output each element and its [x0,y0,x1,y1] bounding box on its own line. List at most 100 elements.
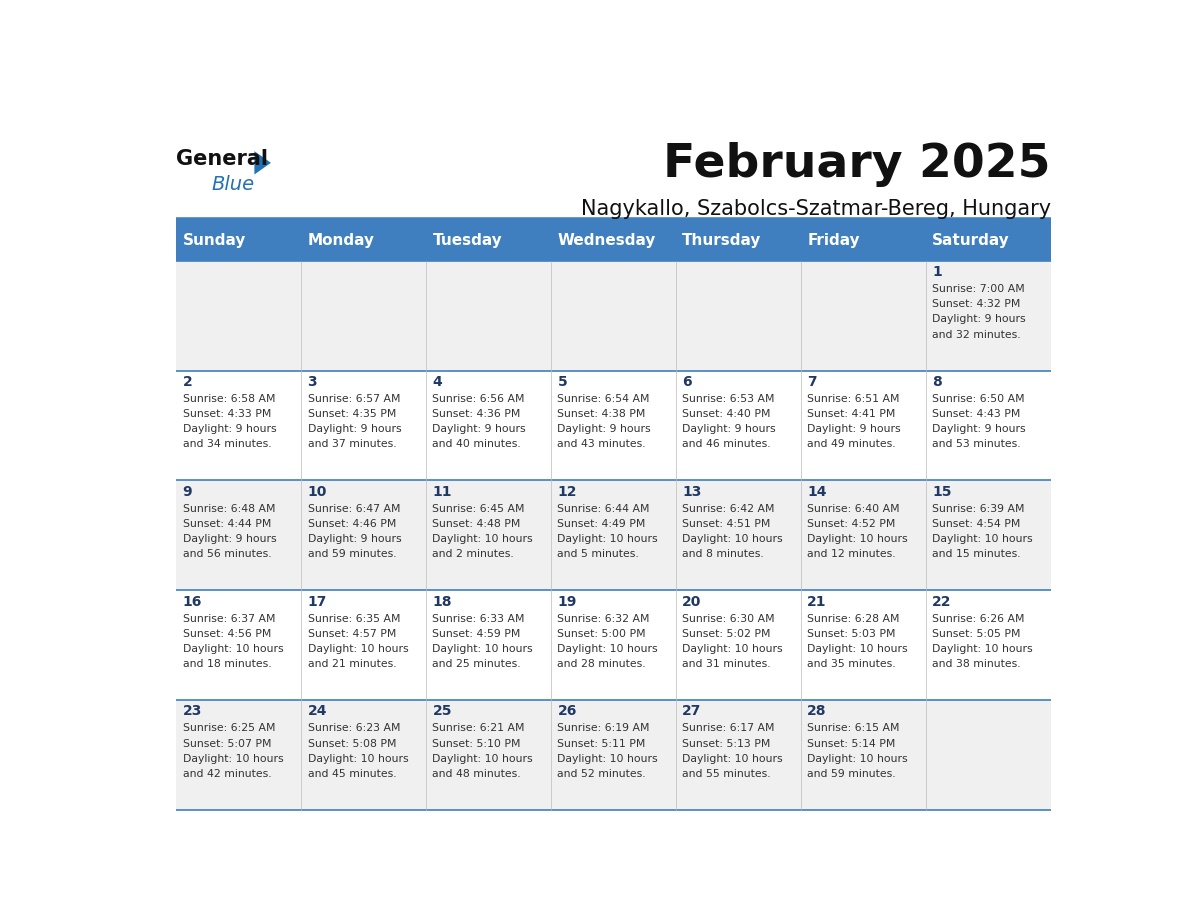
Text: Sunset: 4:43 PM: Sunset: 4:43 PM [933,409,1020,420]
Text: Sunrise: 6:58 AM: Sunrise: 6:58 AM [183,394,276,404]
Bar [176,590,1051,700]
Bar [801,219,925,261]
Text: 18: 18 [432,595,451,609]
Text: 27: 27 [682,704,702,719]
Text: and 59 minutes.: and 59 minutes. [308,549,396,559]
Text: Daylight: 10 hours: Daylight: 10 hours [933,644,1032,654]
Text: Sunset: 4:40 PM: Sunset: 4:40 PM [682,409,771,420]
Text: Saturday: Saturday [933,233,1010,248]
Text: Daylight: 10 hours: Daylight: 10 hours [308,644,409,654]
Text: Sunrise: 6:15 AM: Sunrise: 6:15 AM [808,723,899,733]
Bar [176,700,1051,810]
Text: 21: 21 [808,595,827,609]
Text: Sunrise: 6:42 AM: Sunrise: 6:42 AM [682,504,775,514]
Text: and 25 minutes.: and 25 minutes. [432,659,522,669]
Text: and 49 minutes.: and 49 minutes. [808,440,896,450]
Text: General: General [176,149,268,169]
Text: Daylight: 9 hours: Daylight: 9 hours [308,424,402,434]
Text: Sunrise: 6:47 AM: Sunrise: 6:47 AM [308,504,400,514]
Text: Sunset: 5:13 PM: Sunset: 5:13 PM [682,739,771,749]
Text: Sunrise: 7:00 AM: Sunrise: 7:00 AM [933,284,1025,294]
Text: Sunrise: 6:33 AM: Sunrise: 6:33 AM [432,613,525,623]
Text: Sunset: 5:07 PM: Sunset: 5:07 PM [183,739,271,749]
Text: 20: 20 [682,595,702,609]
Text: and 38 minutes.: and 38 minutes. [933,659,1020,669]
Text: Sunset: 4:38 PM: Sunset: 4:38 PM [557,409,646,420]
Text: and 42 minutes.: and 42 minutes. [183,769,271,779]
Text: 13: 13 [682,485,702,498]
Text: 2: 2 [183,375,192,389]
Text: Sunset: 4:41 PM: Sunset: 4:41 PM [808,409,896,420]
Text: 5: 5 [557,375,567,389]
Text: Daylight: 10 hours: Daylight: 10 hours [557,644,658,654]
Text: Friday: Friday [808,233,860,248]
Text: Thursday: Thursday [682,233,762,248]
Text: Sunset: 4:59 PM: Sunset: 4:59 PM [432,629,520,639]
Text: Sunset: 4:54 PM: Sunset: 4:54 PM [933,519,1020,529]
Text: February 2025: February 2025 [663,142,1051,187]
Text: 16: 16 [183,595,202,609]
Text: Daylight: 10 hours: Daylight: 10 hours [308,754,409,764]
Text: Daylight: 10 hours: Daylight: 10 hours [183,644,283,654]
Text: 14: 14 [808,485,827,498]
Text: Sunday: Sunday [183,233,246,248]
Text: and 31 minutes.: and 31 minutes. [682,659,771,669]
Text: and 5 minutes.: and 5 minutes. [557,549,639,559]
Text: Sunrise: 6:44 AM: Sunrise: 6:44 AM [557,504,650,514]
Text: Sunrise: 6:28 AM: Sunrise: 6:28 AM [808,613,899,623]
Text: Daylight: 9 hours: Daylight: 9 hours [933,424,1026,434]
Bar [176,371,1051,480]
Text: Sunset: 4:36 PM: Sunset: 4:36 PM [432,409,520,420]
Text: Daylight: 10 hours: Daylight: 10 hours [432,534,533,544]
Text: Sunrise: 6:56 AM: Sunrise: 6:56 AM [432,394,525,404]
Text: Sunrise: 6:35 AM: Sunrise: 6:35 AM [308,613,400,623]
Text: 24: 24 [308,704,327,719]
Text: Sunrise: 6:19 AM: Sunrise: 6:19 AM [557,723,650,733]
Text: Daylight: 9 hours: Daylight: 9 hours [808,424,901,434]
Text: Daylight: 9 hours: Daylight: 9 hours [183,534,276,544]
Text: Sunset: 4:51 PM: Sunset: 4:51 PM [682,519,771,529]
Text: and 45 minutes.: and 45 minutes. [308,769,396,779]
Polygon shape [254,151,271,174]
Text: and 46 minutes.: and 46 minutes. [682,440,771,450]
Text: Sunrise: 6:39 AM: Sunrise: 6:39 AM [933,504,1025,514]
Text: Sunset: 5:05 PM: Sunset: 5:05 PM [933,629,1020,639]
Text: Sunrise: 6:45 AM: Sunrise: 6:45 AM [432,504,525,514]
Text: Daylight: 10 hours: Daylight: 10 hours [557,754,658,764]
Bar [176,219,301,261]
Text: Daylight: 10 hours: Daylight: 10 hours [183,754,283,764]
Text: and 48 minutes.: and 48 minutes. [432,769,522,779]
Text: and 21 minutes.: and 21 minutes. [308,659,396,669]
Text: Daylight: 10 hours: Daylight: 10 hours [933,534,1032,544]
Text: Daylight: 10 hours: Daylight: 10 hours [682,534,783,544]
Text: and 52 minutes.: and 52 minutes. [557,769,646,779]
Text: and 43 minutes.: and 43 minutes. [557,440,646,450]
Text: Sunset: 4:56 PM: Sunset: 4:56 PM [183,629,271,639]
Text: Sunset: 5:02 PM: Sunset: 5:02 PM [682,629,771,639]
Text: Sunrise: 6:32 AM: Sunrise: 6:32 AM [557,613,650,623]
Text: and 56 minutes.: and 56 minutes. [183,549,271,559]
Text: 12: 12 [557,485,577,498]
Text: Sunrise: 6:23 AM: Sunrise: 6:23 AM [308,723,400,733]
Text: Daylight: 9 hours: Daylight: 9 hours [308,534,402,544]
Text: 9: 9 [183,485,192,498]
Text: Sunrise: 6:48 AM: Sunrise: 6:48 AM [183,504,276,514]
Bar [925,219,1051,261]
Text: 23: 23 [183,704,202,719]
Text: Sunrise: 6:37 AM: Sunrise: 6:37 AM [183,613,276,623]
Text: and 2 minutes.: and 2 minutes. [432,549,514,559]
Text: Sunset: 4:49 PM: Sunset: 4:49 PM [557,519,646,529]
Text: and 8 minutes.: and 8 minutes. [682,549,764,559]
Text: Nagykallo, Szabolcs-Szatmar-Bereg, Hungary: Nagykallo, Szabolcs-Szatmar-Bereg, Hunga… [581,198,1051,218]
Bar [301,219,426,261]
Text: 15: 15 [933,485,952,498]
Text: 17: 17 [308,595,327,609]
Text: 26: 26 [557,704,577,719]
Text: Sunset: 4:44 PM: Sunset: 4:44 PM [183,519,271,529]
Text: Sunrise: 6:40 AM: Sunrise: 6:40 AM [808,504,901,514]
Text: Sunrise: 6:25 AM: Sunrise: 6:25 AM [183,723,276,733]
Text: Daylight: 10 hours: Daylight: 10 hours [808,644,908,654]
Text: 7: 7 [808,375,817,389]
Text: Daylight: 10 hours: Daylight: 10 hours [557,534,658,544]
Text: Sunrise: 6:26 AM: Sunrise: 6:26 AM [933,613,1025,623]
